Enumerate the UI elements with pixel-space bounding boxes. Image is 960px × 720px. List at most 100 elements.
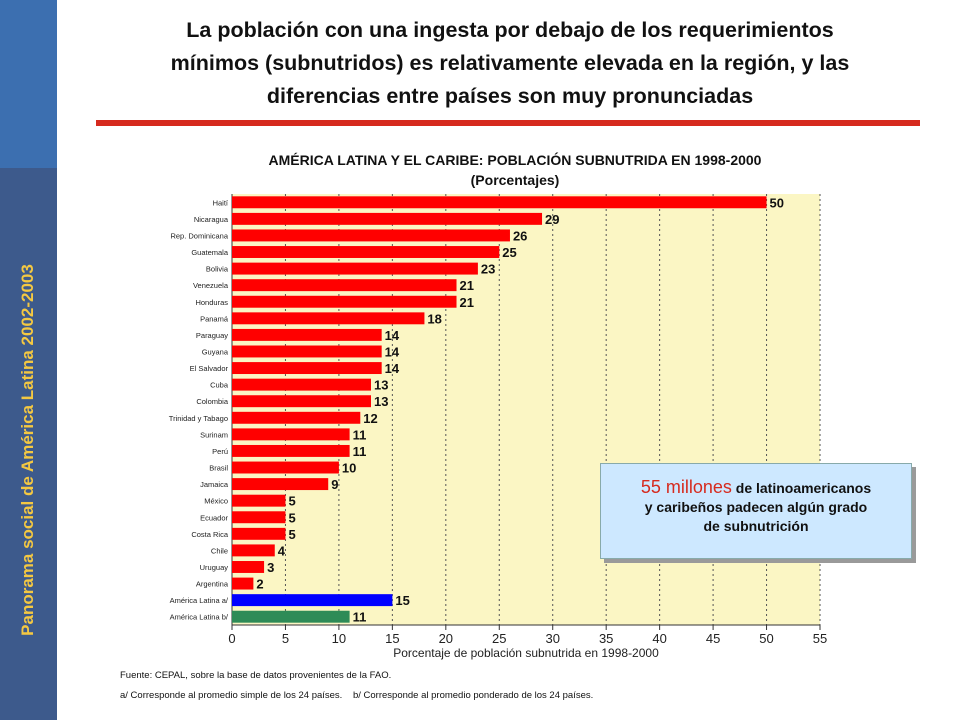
data-label: 2 [256, 577, 263, 592]
category-label: Venezuela [193, 281, 229, 290]
category-label: Bolivia [206, 265, 229, 274]
data-label: 29 [545, 212, 559, 227]
category-label: Argentina [196, 580, 229, 589]
plot-area [232, 194, 820, 625]
category-label: Nicaragua [194, 215, 229, 224]
data-label: 11 [353, 444, 367, 459]
data-label: 14 [385, 361, 400, 376]
slide-headline: La población con una ingesta por debajo … [100, 14, 920, 113]
data-label: 5 [288, 510, 295, 525]
x-axis-label: Porcentaje de población subnutrida en 19… [393, 646, 659, 660]
data-label: 25 [502, 245, 516, 260]
data-label: 3 [267, 560, 274, 575]
data-label: 50 [770, 195, 784, 210]
headline-divider [96, 120, 920, 126]
data-label: 15 [395, 593, 409, 608]
data-label: 11 [353, 427, 367, 442]
category-label: América Latina b/ [170, 613, 229, 622]
x-tick-label: 45 [706, 631, 720, 646]
headline-line-2: mínimos (subnutridos) es relativamente e… [170, 51, 850, 75]
bar [232, 577, 254, 590]
category-label: Brasil [209, 464, 228, 473]
x-tick-label: 10 [332, 631, 346, 646]
data-label: 11 [353, 610, 367, 625]
data-label: 14 [385, 344, 400, 359]
x-tick-label: 5 [282, 631, 289, 646]
category-label: Jamaica [200, 480, 229, 489]
category-label: Uruguay [200, 563, 229, 572]
bar [232, 196, 767, 209]
bar [232, 511, 286, 524]
category-label: Perú [212, 447, 228, 456]
category-label: Guyana [202, 347, 229, 356]
x-tick-label: 20 [439, 631, 453, 646]
data-label: 23 [481, 262, 495, 277]
data-label: 5 [288, 527, 295, 542]
category-label: Cuba [210, 381, 229, 390]
category-label: Chile [211, 546, 228, 555]
bar [232, 561, 265, 573]
bar [232, 478, 329, 491]
chart-title-block: AMÉRICA LATINA Y EL CARIBE: POBLACIÓN SU… [200, 150, 830, 190]
data-label: 21 [460, 278, 474, 293]
data-label: 12 [363, 411, 377, 426]
data-label: 4 [278, 543, 286, 558]
category-label: Costa Rica [191, 530, 229, 539]
bar [232, 544, 275, 557]
x-tick-label: 55 [813, 631, 827, 646]
x-tick-label: 35 [599, 631, 613, 646]
bar [232, 345, 382, 358]
headline-line-1: La población con una ingesta por debajo … [186, 18, 834, 42]
data-label: 26 [513, 228, 527, 243]
callout-line-1: de latinoamericanos [735, 480, 872, 496]
data-label: 21 [460, 295, 474, 310]
bar [232, 279, 457, 292]
category-label: Rep. Dominicana [170, 231, 228, 240]
bar [232, 594, 393, 607]
category-label: Colombia [196, 397, 229, 406]
data-label: 10 [342, 461, 356, 476]
category-label: Panamá [200, 314, 229, 323]
footnotes: a/ Corresponde al promedio simple de los… [120, 690, 601, 701]
headline-line-3: diferencias entre países son muy pronunc… [266, 84, 754, 108]
bar [232, 527, 286, 540]
category-label: Paraguay [196, 331, 228, 340]
category-label: América Latina a/ [170, 596, 229, 605]
callout-line-3: de subnutrición [703, 518, 809, 534]
x-tick-label: 25 [492, 631, 506, 646]
callout-box: 55 millones de latinoamericanos y caribe… [600, 463, 912, 559]
bar [232, 378, 371, 391]
chart-subtitle: (Porcentajes) [470, 172, 560, 188]
bar [232, 246, 500, 258]
category-label: Guatemala [191, 248, 229, 257]
callout-highlight: 55 millones [640, 477, 732, 497]
bar [232, 312, 425, 325]
category-label: El Salvador [190, 364, 229, 373]
bar [232, 395, 371, 408]
category-label: Ecuador [200, 513, 228, 522]
bar [232, 610, 350, 623]
category-label: México [204, 497, 228, 506]
bar [232, 295, 457, 308]
bar [232, 212, 543, 225]
data-label: 13 [374, 394, 388, 409]
x-tick-label: 15 [385, 631, 399, 646]
category-label: Trinidad y Tabago [169, 414, 228, 423]
bar [232, 411, 361, 424]
chart-title: AMÉRICA LATINA Y EL CARIBE: POBLACIÓN SU… [268, 152, 762, 168]
footnote-a: a/ Corresponde al promedio simple de los… [120, 690, 343, 701]
bar [232, 494, 286, 507]
bar [232, 428, 350, 441]
category-label: Haití [213, 198, 229, 207]
bar [232, 328, 382, 341]
bar [232, 461, 339, 474]
bar [232, 362, 382, 375]
data-label: 5 [288, 494, 295, 509]
x-tick-label: 40 [652, 631, 666, 646]
callout-line-2: y caribeños padecen algún grado [644, 499, 868, 515]
bar [232, 262, 478, 275]
sidebar-accent-block [0, 0, 57, 168]
x-tick-label: 50 [759, 631, 773, 646]
source-note: Fuente: CEPAL, sobre la base de datos pr… [120, 670, 392, 681]
